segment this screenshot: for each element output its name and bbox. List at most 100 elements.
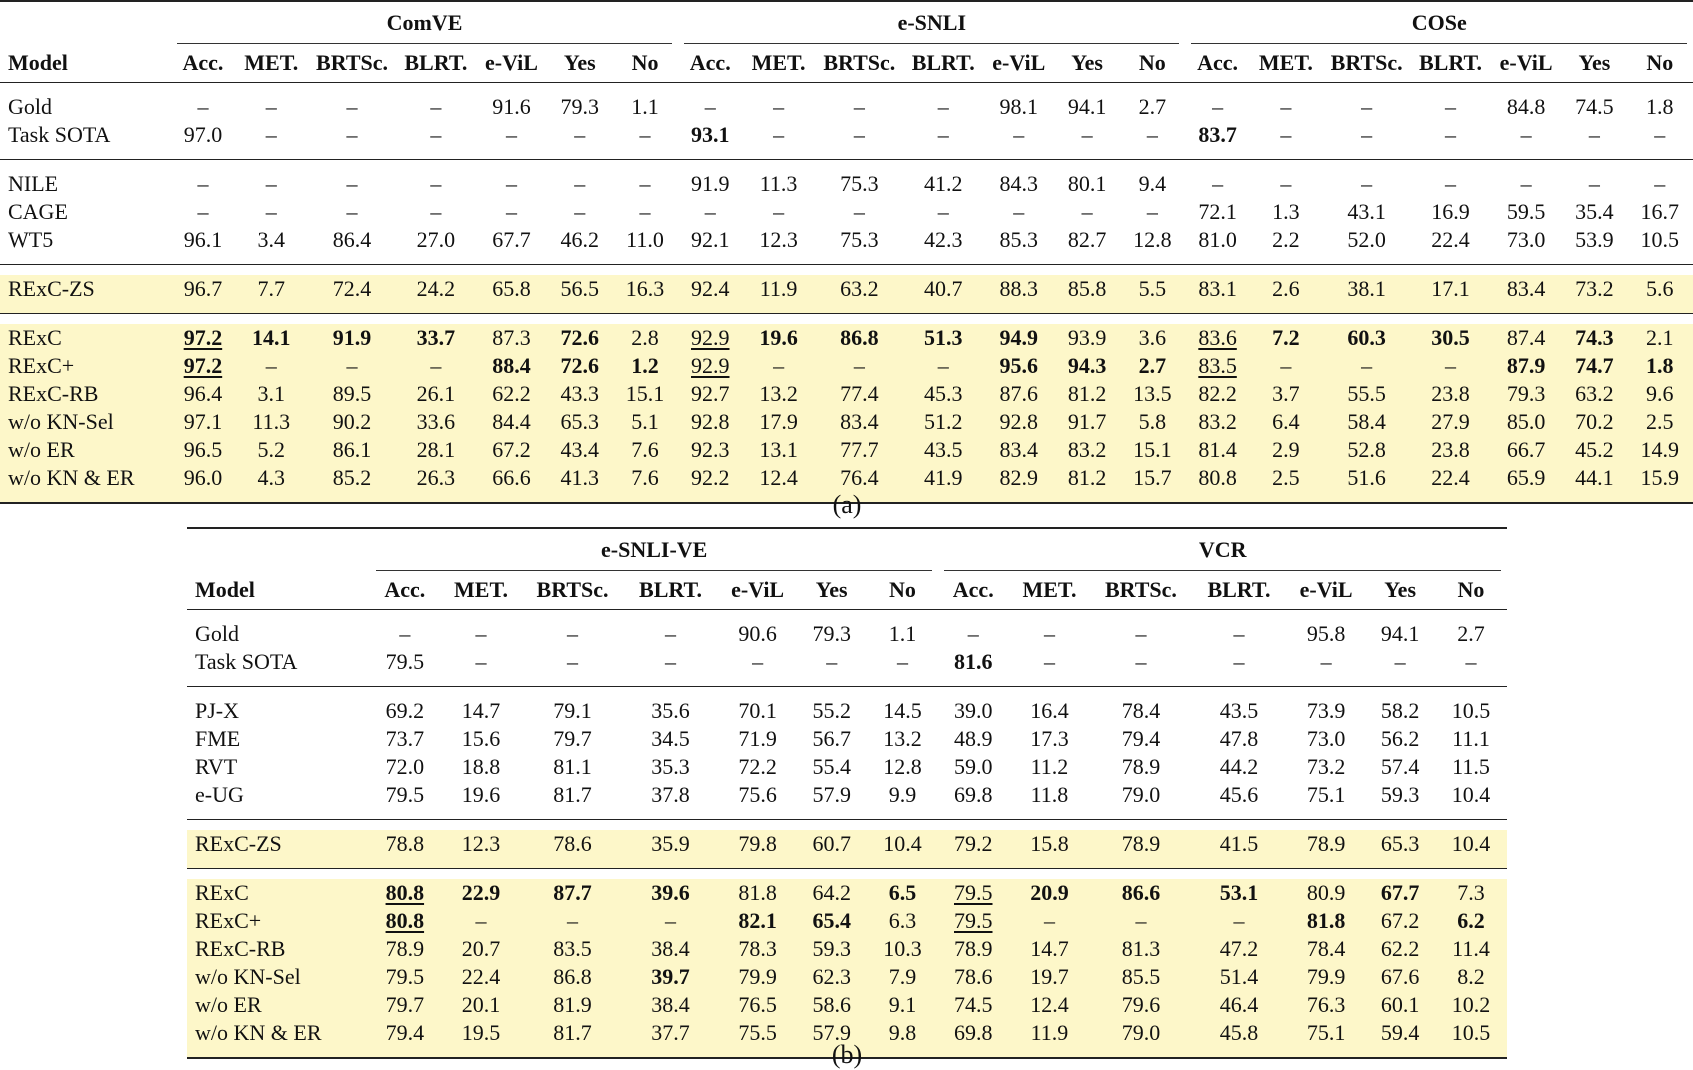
cell-container: – bbox=[815, 121, 904, 149]
table-cell: 80.1 bbox=[1067, 171, 1107, 196]
table-cell: 9.1 bbox=[888, 992, 917, 1017]
cell-container: 3.1 bbox=[235, 380, 308, 408]
table-cell: 43.5 bbox=[1219, 698, 1259, 723]
cell-container: 72.0 bbox=[370, 753, 440, 781]
table-cell: – bbox=[346, 171, 358, 196]
cell-container: 76.3 bbox=[1286, 991, 1366, 1019]
cell-container: 83.4 bbox=[982, 436, 1056, 464]
table-cell: 75.6 bbox=[738, 782, 777, 807]
table-cell: 52.0 bbox=[1347, 227, 1386, 252]
table-cell: 87.9 bbox=[1506, 353, 1546, 378]
table-cell: 82.7 bbox=[1067, 227, 1107, 252]
table-cell: – bbox=[574, 171, 586, 196]
table-cell: – bbox=[346, 199, 358, 224]
table-cell: – bbox=[1394, 649, 1406, 674]
table-cell: 84.8 bbox=[1506, 94, 1546, 119]
cell-container: 92.7 bbox=[678, 380, 743, 408]
table-cell: 65.4 bbox=[812, 908, 851, 933]
cell-container: – bbox=[1562, 121, 1626, 149]
cell-container: 10.4 bbox=[866, 830, 939, 858]
table-cell: 3.4 bbox=[257, 227, 286, 252]
cell-container: 84.8 bbox=[1490, 93, 1562, 121]
cell-container: 78.9 bbox=[938, 935, 1009, 963]
table-cell: 38.4 bbox=[651, 992, 690, 1017]
cell-container: – bbox=[815, 93, 904, 121]
cell-container: 12.4 bbox=[1008, 991, 1091, 1019]
table-cell: – bbox=[1320, 649, 1332, 674]
cell-container: 97.2 bbox=[170, 324, 236, 352]
table-cell: 79.4 bbox=[385, 1020, 425, 1045]
table-cell: 80.8 bbox=[385, 880, 425, 905]
cell-container: – bbox=[1008, 648, 1091, 676]
column-header: e-ViL bbox=[1499, 50, 1553, 75]
cell-container: 14.9 bbox=[1626, 436, 1693, 464]
cell-container: 22.4 bbox=[439, 963, 523, 991]
cell-container: 81.8 bbox=[718, 879, 797, 907]
cell-container: 19.6 bbox=[440, 781, 523, 809]
table-cell: 20.1 bbox=[461, 992, 501, 1017]
table-cell: 55.5 bbox=[1347, 381, 1386, 406]
table-cell: 95.8 bbox=[1306, 621, 1346, 646]
table-cell: 85.5 bbox=[1121, 964, 1161, 989]
table-cell: – bbox=[505, 171, 517, 196]
table-cell: 75.1 bbox=[1306, 1020, 1346, 1045]
cell-container: 75.6 bbox=[718, 781, 796, 809]
table-cell: – bbox=[505, 122, 517, 147]
cell-container: 72.2 bbox=[718, 753, 796, 781]
table-cell: – bbox=[1361, 353, 1373, 378]
table-cell: 10.5 bbox=[1640, 227, 1680, 252]
table-cell: 90.2 bbox=[332, 409, 372, 434]
cell-container: 42.3 bbox=[904, 226, 983, 254]
table-cell: 52.8 bbox=[1347, 437, 1386, 462]
table-cell: 4.3 bbox=[257, 465, 286, 490]
cell-container: 92.9 bbox=[678, 324, 743, 352]
cell-container: 78.9 bbox=[1286, 830, 1366, 858]
table-cell: – bbox=[1588, 122, 1600, 147]
cell-container: 96.7 bbox=[170, 275, 236, 303]
table-cell: 83.7 bbox=[1198, 122, 1237, 147]
table-cell: 6.2 bbox=[1457, 908, 1485, 933]
cell-container: 62.2 bbox=[475, 380, 548, 408]
table-cell: 86.8 bbox=[553, 964, 592, 989]
table-cell: 70.2 bbox=[1575, 409, 1614, 434]
cell-container: 13.2 bbox=[742, 380, 815, 408]
table-cell: 78.6 bbox=[954, 964, 993, 989]
cell-container: – bbox=[1055, 198, 1119, 226]
cell-container: 78.6 bbox=[938, 963, 1009, 991]
cell-container: – bbox=[1250, 93, 1322, 121]
cell-container: 92.9 bbox=[678, 352, 743, 380]
table-cell: 1.8 bbox=[1646, 94, 1674, 119]
cell-container: 79.2 bbox=[938, 830, 1009, 858]
table-cell: – bbox=[937, 199, 949, 224]
table-cell: 89.5 bbox=[332, 381, 372, 406]
table-cell: 37.8 bbox=[651, 782, 690, 807]
table-cell: 59.0 bbox=[954, 754, 993, 779]
table-cell: 5.6 bbox=[1646, 276, 1674, 301]
table-cell: 91.7 bbox=[1067, 409, 1107, 434]
cell-container: 14.1 bbox=[235, 324, 308, 352]
cell-container: 81.2 bbox=[1055, 464, 1120, 492]
table-cell: 79.4 bbox=[1121, 726, 1161, 751]
table-cell: 75.1 bbox=[1306, 782, 1346, 807]
cell-container: – bbox=[440, 648, 523, 676]
table-cell: 2.1 bbox=[1646, 325, 1674, 350]
cell-container: 14.7 bbox=[1008, 935, 1091, 963]
table-cell: 14.1 bbox=[252, 325, 291, 350]
cell-container: 2.7 bbox=[1435, 620, 1507, 648]
table-cell: 80.9 bbox=[1306, 880, 1346, 905]
cell-container: 20.7 bbox=[439, 935, 523, 963]
cell-container: 90.6 bbox=[718, 620, 796, 648]
table-cell: 81.2 bbox=[1067, 465, 1107, 490]
column-header: No bbox=[1138, 50, 1166, 75]
table-cell: 16.7 bbox=[1640, 199, 1680, 224]
table-cell: 63.2 bbox=[1575, 381, 1614, 406]
column-header: BRTSc. bbox=[1330, 50, 1403, 75]
table-cell: 17.9 bbox=[759, 409, 798, 434]
column-header: MET. bbox=[244, 50, 299, 75]
table-cell: 86.4 bbox=[332, 227, 372, 252]
cell-container: 85.0 bbox=[1489, 408, 1563, 436]
table-cell: – bbox=[967, 621, 979, 646]
cell-container: 10.4 bbox=[1435, 781, 1507, 809]
cell-container: 90.2 bbox=[307, 408, 397, 436]
table-cell: 44.1 bbox=[1575, 465, 1614, 490]
